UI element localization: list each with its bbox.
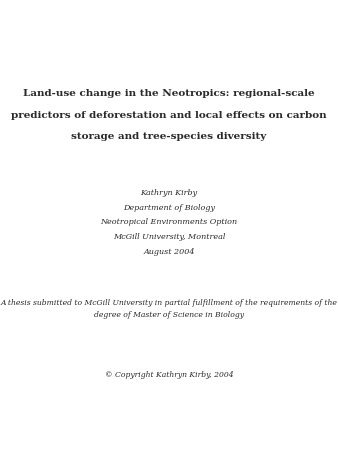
Text: Neotropical Environments Option: Neotropical Environments Option (100, 218, 238, 227)
Text: degree of Master of Science in Biology: degree of Master of Science in Biology (94, 311, 244, 319)
Text: A thesis submitted to McGill University in partial fulfillment of the requiremen: A thesis submitted to McGill University … (1, 298, 337, 307)
Text: © Copyright Kathryn Kirby, 2004: © Copyright Kathryn Kirby, 2004 (105, 371, 233, 379)
Text: predictors of deforestation and local effects on carbon: predictors of deforestation and local ef… (11, 111, 327, 120)
Text: storage and tree-species diversity: storage and tree-species diversity (71, 132, 267, 142)
Text: August 2004: August 2004 (143, 248, 195, 256)
Text: Land-use change in the Neotropics: regional-scale: Land-use change in the Neotropics: regio… (23, 89, 315, 98)
Text: Department of Biology: Department of Biology (123, 204, 215, 212)
Text: McGill University, Montreal: McGill University, Montreal (113, 233, 225, 241)
Text: Kathryn Kirby: Kathryn Kirby (140, 189, 198, 197)
